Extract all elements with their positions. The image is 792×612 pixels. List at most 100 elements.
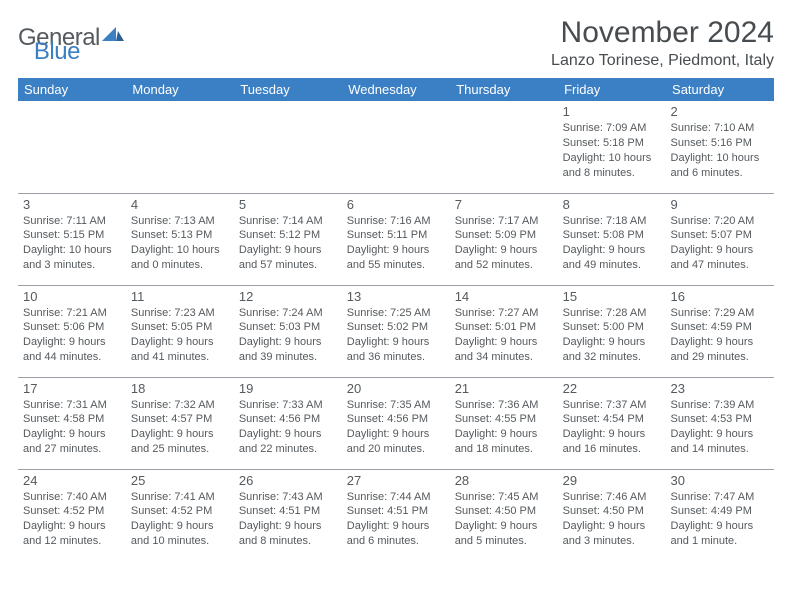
calendar-cell: 18Sunrise: 7:32 AMSunset: 4:57 PMDayligh… xyxy=(126,377,234,469)
calendar-cell: 14 Sunrise: 7:27 AMSunset: 5:01 PMDayligh… xyxy=(450,285,558,377)
logo-text-blue: Blue xyxy=(34,38,80,65)
day-number: 22 xyxy=(563,381,661,396)
calendar-cell: 2 Sunrise: 7:10 AMSunset: 5:16 PMDaylight… xyxy=(666,101,774,193)
day-info: Sunrise: 7:10 AMSunset: 5:16 PMDaylight:… xyxy=(671,121,769,180)
day-number: 4 xyxy=(131,197,229,212)
day-number: 6 xyxy=(347,197,445,212)
calendar-body: 1Sunrise: 7:09 AMSunset: 5:18 PMDaylight… xyxy=(18,101,774,561)
calendar-cell: 29 Sunrise: 7:46 AMSunset: 4:50 PMDayligh… xyxy=(558,469,666,561)
day-number: 20 xyxy=(347,381,445,396)
weekday-header: Sunday xyxy=(18,78,126,101)
day-info: Sunrise: 7:25 AMSunset: 5:02 PMDaylight:… xyxy=(347,306,445,365)
calendar-cell: 30 Sunrise: 7:47 AMSunset: 4:49 PMDayligh… xyxy=(666,469,774,561)
day-info: Sunrise: 7:41 AMSunset: 4:52 PMDaylight:… xyxy=(131,490,229,549)
day-info: Sunrise: 7:46 AMSunset: 4:50 PMDaylight:… xyxy=(563,490,661,549)
day-info: Sunrise: 7:35 AMSunset: 4:56 PMDaylight:… xyxy=(347,398,445,457)
day-number: 9 xyxy=(671,197,769,212)
day-info: Sunrise: 7:21 AMSunset: 5:06 PMDaylight:… xyxy=(23,306,121,365)
day-info: Sunrise: 7:09 AMSunset: 5:18 PMDaylight:… xyxy=(563,121,661,180)
weekday-header: Thursday xyxy=(450,78,558,101)
day-number: 10 xyxy=(23,289,121,304)
day-number: 3 xyxy=(23,197,121,212)
calendar-row: 24Sunrise: 7:40 AMSunset: 4:52 PMDayligh… xyxy=(18,469,774,561)
weekday-header: Friday xyxy=(558,78,666,101)
day-number: 17 xyxy=(23,381,121,396)
calendar-cell: 23Sunrise: 7:39 AMSunset: 4:53 PMDayligh… xyxy=(666,377,774,469)
day-info: Sunrise: 7:20 AMSunset: 5:07 PMDaylight:… xyxy=(671,214,769,273)
calendar-cell: 8Sunrise: 7:18 AMSunset: 5:08 PMDaylight… xyxy=(558,193,666,285)
day-info: Sunrise: 7:16 AMSunset: 5:11 PMDaylight:… xyxy=(347,214,445,273)
calendar-cell: 10 Sunrise: 7:21 AMSunset: 5:06 PMDayligh… xyxy=(18,285,126,377)
calendar-cell xyxy=(126,101,234,193)
day-number: 5 xyxy=(239,197,337,212)
day-info: Sunrise: 7:45 AMSunset: 4:50 PMDaylight:… xyxy=(455,490,553,549)
day-info: Sunrise: 7:18 AMSunset: 5:08 PMDaylight:… xyxy=(563,214,661,273)
calendar-cell xyxy=(450,101,558,193)
calendar-cell xyxy=(18,101,126,193)
day-number: 16 xyxy=(671,289,769,304)
calendar-cell: 17 Sunrise: 7:31 AMSunset: 4:58 PMDayligh… xyxy=(18,377,126,469)
calendar-cell: 12 Sunrise: 7:24 AMSunset: 5:03 PMDayligh… xyxy=(234,285,342,377)
page-title: November 2024 xyxy=(551,16,774,50)
day-info: Sunrise: 7:31 AMSunset: 4:58 PMDaylight:… xyxy=(23,398,121,457)
weekday-header: Monday xyxy=(126,78,234,101)
calendar-cell: 3 Sunrise: 7:11 AMSunset: 5:15 PMDaylight… xyxy=(18,193,126,285)
day-number: 29 xyxy=(563,473,661,488)
calendar-cell: 27Sunrise: 7:44 AMSunset: 4:51 PMDayligh… xyxy=(342,469,450,561)
day-info: Sunrise: 7:33 AMSunset: 4:56 PMDaylight:… xyxy=(239,398,337,457)
day-number: 7 xyxy=(455,197,553,212)
day-info: Sunrise: 7:27 AMSunset: 5:01 PMDaylight:… xyxy=(455,306,553,365)
day-number: 15 xyxy=(563,289,661,304)
day-number: 30 xyxy=(671,473,769,488)
day-info: Sunrise: 7:14 AMSunset: 5:12 PMDaylight:… xyxy=(239,214,337,273)
weekday-header-row: Sunday Monday Tuesday Wednesday Thursday… xyxy=(18,78,774,101)
day-info: Sunrise: 7:11 AMSunset: 5:15 PMDaylight:… xyxy=(23,214,121,273)
calendar-cell xyxy=(342,101,450,193)
calendar-cell: 4 Sunrise: 7:13 AMSunset: 5:13 PMDaylight… xyxy=(126,193,234,285)
calendar-cell: 20 Sunrise: 7:35 AMSunset: 4:56 PMDayligh… xyxy=(342,377,450,469)
calendar-cell: 11Sunrise: 7:23 AMSunset: 5:05 PMDayligh… xyxy=(126,285,234,377)
day-info: Sunrise: 7:47 AMSunset: 4:49 PMDaylight:… xyxy=(671,490,769,549)
day-info: Sunrise: 7:24 AMSunset: 5:03 PMDaylight:… xyxy=(239,306,337,365)
calendar-cell: 15 Sunrise: 7:28 AMSunset: 5:00 PMDayligh… xyxy=(558,285,666,377)
calendar-cell: 26Sunrise: 7:43 AMSunset: 4:51 PMDayligh… xyxy=(234,469,342,561)
day-number: 12 xyxy=(239,289,337,304)
calendar-cell: 6 Sunrise: 7:16 AMSunset: 5:11 PMDaylight… xyxy=(342,193,450,285)
calendar-row: 1Sunrise: 7:09 AMSunset: 5:18 PMDaylight… xyxy=(18,101,774,193)
day-info: Sunrise: 7:13 AMSunset: 5:13 PMDaylight:… xyxy=(131,214,229,273)
calendar-cell: 1Sunrise: 7:09 AMSunset: 5:18 PMDaylight… xyxy=(558,101,666,193)
day-info: Sunrise: 7:40 AMSunset: 4:52 PMDaylight:… xyxy=(23,490,121,549)
day-info: Sunrise: 7:43 AMSunset: 4:51 PMDaylight:… xyxy=(239,490,337,549)
day-info: Sunrise: 7:44 AMSunset: 4:51 PMDaylight:… xyxy=(347,490,445,549)
calendar-cell: 13 Sunrise: 7:25 AMSunset: 5:02 PMDayligh… xyxy=(342,285,450,377)
calendar-cell: 7Sunrise: 7:17 AMSunset: 5:09 PMDaylight… xyxy=(450,193,558,285)
day-number: 14 xyxy=(455,289,553,304)
logo: General Blue xyxy=(18,24,170,52)
calendar-cell: 19 Sunrise: 7:33 AMSunset: 4:56 PMDayligh… xyxy=(234,377,342,469)
day-info: Sunrise: 7:32 AMSunset: 4:57 PMDaylight:… xyxy=(131,398,229,457)
day-number: 13 xyxy=(347,289,445,304)
calendar-cell: 25 Sunrise: 7:41 AMSunset: 4:52 PMDayligh… xyxy=(126,469,234,561)
weekday-header: Wednesday xyxy=(342,78,450,101)
weekday-header: Tuesday xyxy=(234,78,342,101)
calendar-row: 10 Sunrise: 7:21 AMSunset: 5:06 PMDayligh… xyxy=(18,285,774,377)
day-info: Sunrise: 7:28 AMSunset: 5:00 PMDaylight:… xyxy=(563,306,661,365)
day-number: 19 xyxy=(239,381,337,396)
day-number: 2 xyxy=(671,104,769,119)
day-info: Sunrise: 7:29 AMSunset: 4:59 PMDaylight:… xyxy=(671,306,769,365)
calendar-cell: 24Sunrise: 7:40 AMSunset: 4:52 PMDayligh… xyxy=(18,469,126,561)
weekday-header: Saturday xyxy=(666,78,774,101)
calendar-cell: 22 Sunrise: 7:37 AMSunset: 4:54 PMDayligh… xyxy=(558,377,666,469)
calendar-row: 3 Sunrise: 7:11 AMSunset: 5:15 PMDaylight… xyxy=(18,193,774,285)
calendar-cell: 5 Sunrise: 7:14 AMSunset: 5:12 PMDaylight… xyxy=(234,193,342,285)
calendar-table: Sunday Monday Tuesday Wednesday Thursday… xyxy=(18,78,774,561)
calendar-cell: 28Sunrise: 7:45 AMSunset: 4:50 PMDayligh… xyxy=(450,469,558,561)
calendar-page: General Blue November 2024 Lanzo Torines… xyxy=(0,0,792,561)
day-number: 25 xyxy=(131,473,229,488)
title-block: November 2024 Lanzo Torinese, Piedmont, … xyxy=(551,16,774,70)
calendar-cell xyxy=(234,101,342,193)
triangle-icon xyxy=(102,25,124,48)
location-label: Lanzo Torinese, Piedmont, Italy xyxy=(551,52,774,70)
day-info: Sunrise: 7:37 AMSunset: 4:54 PMDaylight:… xyxy=(563,398,661,457)
calendar-row: 17 Sunrise: 7:31 AMSunset: 4:58 PMDayligh… xyxy=(18,377,774,469)
